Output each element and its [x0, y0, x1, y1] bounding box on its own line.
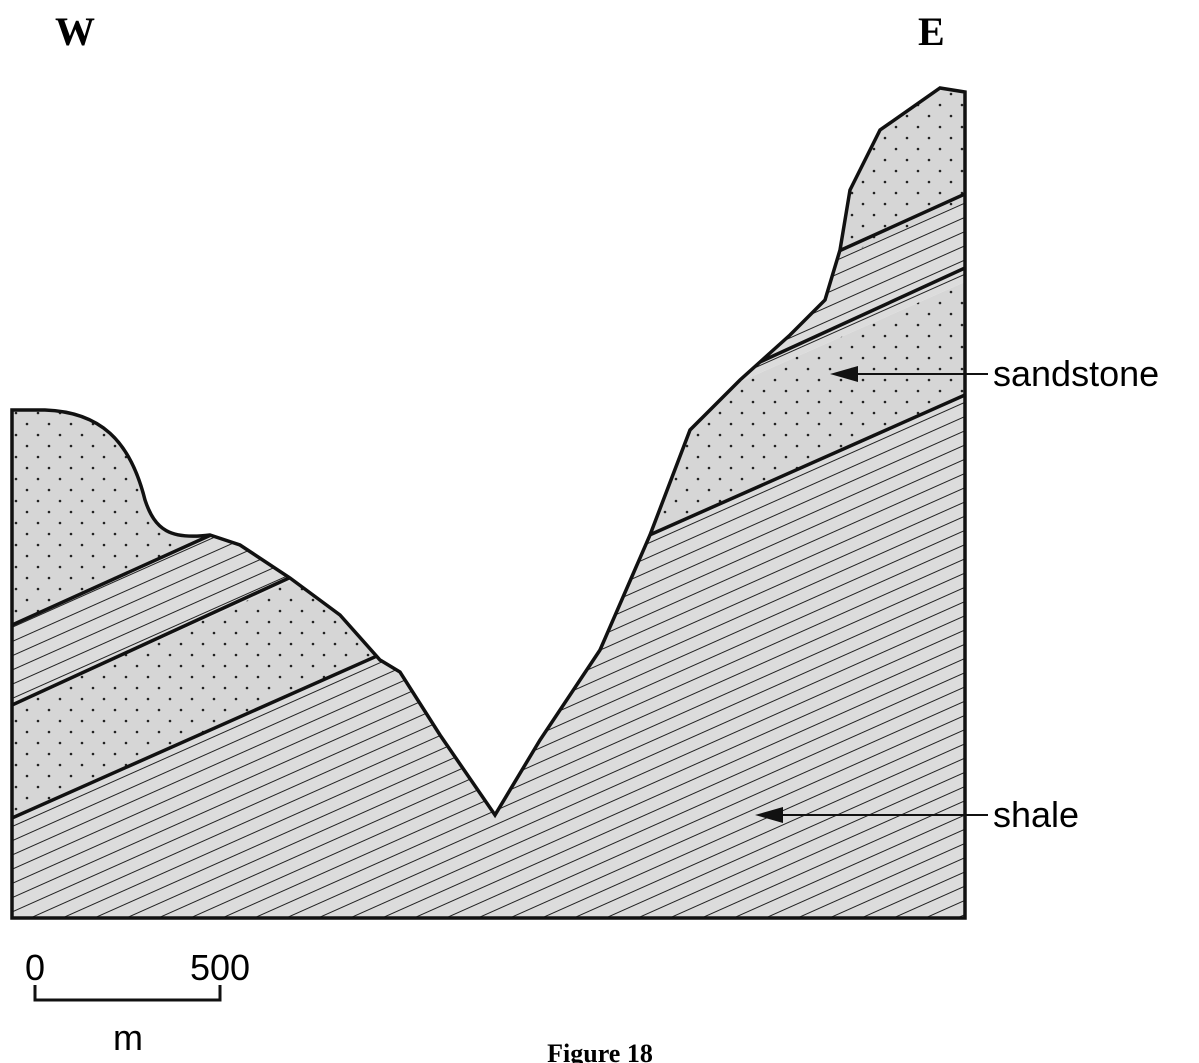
scale-bar — [33, 985, 222, 1002]
arrowhead — [755, 807, 783, 823]
shale-label: shale — [993, 794, 1079, 835]
east-label: E — [918, 9, 945, 54]
shale-layer — [12, 291, 965, 918]
scale-start: 0 — [25, 947, 45, 988]
scale-unit: m — [113, 1017, 143, 1058]
scale-end: 500 — [190, 947, 250, 988]
figure-caption: Figure 18 — [547, 1039, 653, 1063]
sandstone-layer — [12, 88, 965, 625]
sandstone-label: sandstone — [993, 353, 1159, 394]
arrowhead — [830, 366, 858, 382]
west-label: W — [55, 9, 95, 54]
ground-outline — [10, 86, 967, 920]
shale-layer — [12, 98, 965, 705]
